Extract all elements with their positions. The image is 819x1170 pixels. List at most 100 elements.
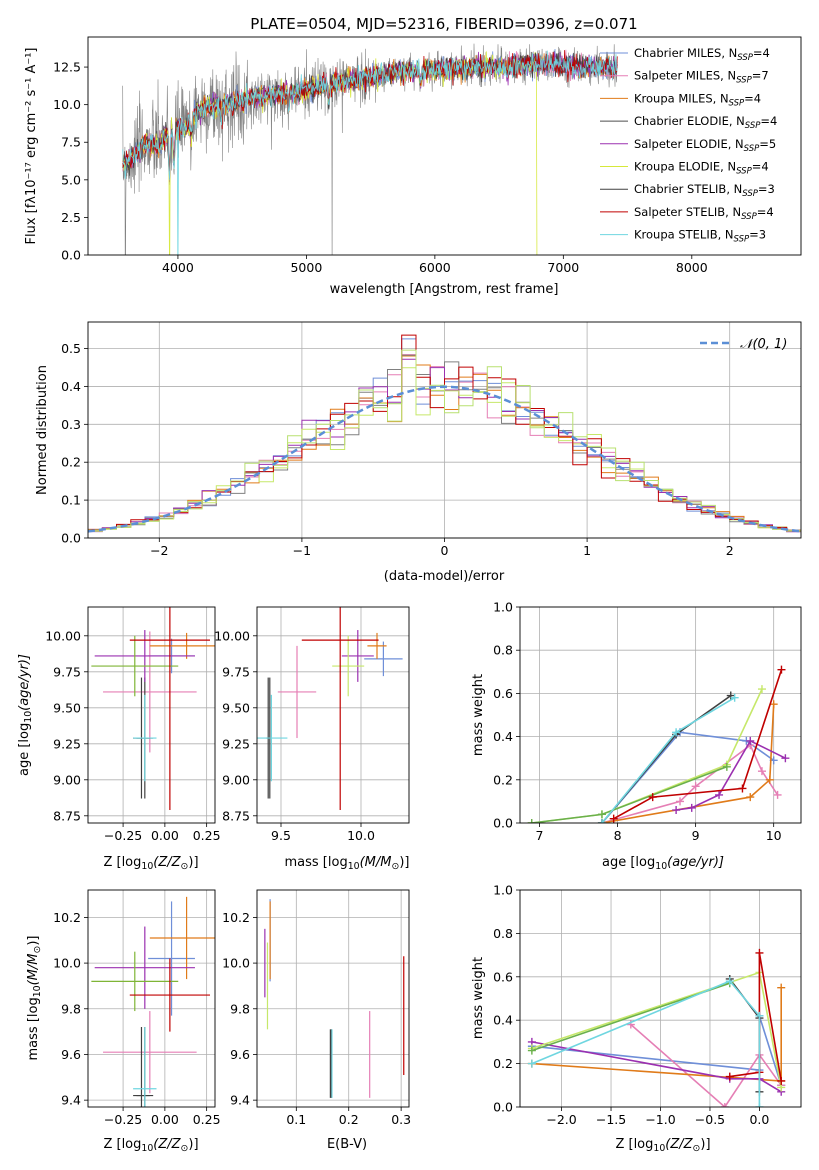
mass-vs-Z-ytick-label: 9.4 <box>61 1093 81 1108</box>
weight-vs-age-marker <box>722 762 731 771</box>
mass-vs-Z-ytick-label: 10.2 <box>53 910 81 925</box>
weight-vs-Z-marker <box>527 1046 536 1055</box>
age-vs-Z-xtick-label: −0.25 <box>104 828 142 843</box>
weight-vs-age-marker <box>648 793 657 802</box>
mass-z-xlabel-part: ⊙ <box>181 1143 189 1154</box>
weight-z-xlabel-part: 10 <box>653 1143 665 1154</box>
residuals-ytick-label: 0.0 <box>61 531 81 546</box>
weight-vs-Z-ytick-label: 0.4 <box>493 1013 513 1028</box>
weight-vs-age-ytick-label: 0.4 <box>493 729 513 744</box>
weight-vs-Z-ytick-label: 0.8 <box>493 926 513 941</box>
spectrum-xlabel: wavelength [Angstrom, rest frame] <box>330 282 559 297</box>
spectrum-legend-label: Kroupa STELIB, N <box>634 228 734 242</box>
age-vs-mass-plot <box>257 607 403 811</box>
spectrum-legend-sub: SSP <box>736 167 752 177</box>
age-vs-Z-xtick-label: 0.00 <box>151 828 179 843</box>
mass-z-ylabel-part: ⊙ <box>32 946 43 954</box>
residuals-xtick-label: 1 <box>583 543 591 558</box>
spectrum-ytick-label: 0.0 <box>61 248 81 263</box>
weight-vs-Z-ytick-label: 1.0 <box>493 883 513 898</box>
age-z-ylabel-part: 10 <box>23 711 34 723</box>
spectrum-legend-entry: Salpeter ELODIE, NSSP=5 <box>634 137 776 154</box>
weight-vs-age-marker <box>672 806 681 815</box>
weight-vs-age-axes: 7 8 9 10 0.0 0.2 0.4 0.6 0.8 1.0 <box>493 600 802 843</box>
residuals-xtick-label: 2 <box>726 543 734 558</box>
residuals-ytick-label: 0.3 <box>61 417 81 432</box>
age-vs-mass-ytick-label: 10.00 <box>214 628 250 643</box>
mass-vs-ebv-axes: 0.1 0.2 0.3 9.4 9.6 9.8 10.0 10.2 <box>222 889 411 1127</box>
weight-vs-age-marker <box>691 782 700 791</box>
residuals-xtick-label: 0 <box>441 543 449 558</box>
weight-age-xlabel-part: (age/yr)] <box>667 855 724 870</box>
spectrum-legend-label: Salpeter ELODIE, N <box>634 137 744 151</box>
age-z-ylabel-part: (age/yr)] <box>17 654 32 711</box>
weight-vs-Z-line <box>531 980 761 1107</box>
weight-vs-age-marker <box>738 784 747 793</box>
age-mass-xlabel-part: (M/M <box>360 855 392 870</box>
age-mass-xlabel-part: )] <box>399 855 409 870</box>
age-z-xlabel-part: Z [log <box>103 855 141 870</box>
mass-vs-Z-plot <box>91 896 215 1107</box>
mass-vs-ebv-ytick-label: 9.8 <box>230 1001 250 1016</box>
mass-vs-ebv-ytick-label: 9.4 <box>230 1093 250 1108</box>
weight-vs-age-xtick-label: 7 <box>536 828 544 843</box>
weight-vs-age-xtick-label: 9 <box>692 828 700 843</box>
mass-vs-ebv-xtick-label: 0.3 <box>391 1112 411 1127</box>
spectrum-legend-suffix: =4 <box>752 160 769 174</box>
age-vs-mass-ytick-label: 9.50 <box>222 700 250 715</box>
spectrum-xtick-label: 7000 <box>547 260 579 275</box>
weight-z-xlabel-part: ⊙ <box>693 1143 701 1154</box>
residuals-xtick-label: −1 <box>293 543 311 558</box>
weight-vs-age-marker <box>765 775 774 784</box>
weight-vs-Z-line <box>531 1041 782 1093</box>
age-vs-mass-frame <box>256 606 410 824</box>
mass-z-ylabel-part: (M/M <box>26 954 41 986</box>
mass-z-xlabel-part: (Z/Z <box>153 1137 181 1152</box>
mass-vs-Z-ytick-label: 9.8 <box>61 1001 81 1016</box>
weight-age-ylabel: mass weight <box>471 674 486 756</box>
weight-vs-Z-line <box>531 987 782 1082</box>
spectrum-legend-label: Salpeter MILES, N <box>634 69 736 83</box>
spectrum-legend-suffix: =3 <box>749 228 766 242</box>
spectrum-model-line <box>122 50 618 255</box>
residuals-ytick-label: 0.5 <box>61 341 81 356</box>
weight-vs-age-line <box>613 669 783 820</box>
spectrum-legend-entry: Chabrier MILES, NSSP=4 <box>634 46 770 63</box>
spectrum-legend-suffix: =4 <box>757 205 774 219</box>
residuals-frame <box>87 321 802 539</box>
spectrum-legend-sub: SSP <box>734 235 750 245</box>
weight-vs-age-plot <box>527 665 790 823</box>
weight-vs-Z-marker <box>755 1103 764 1107</box>
age-vs-mass-ytick-label: 9.25 <box>222 736 250 751</box>
age-z-xlabel-part: 10 <box>141 861 153 872</box>
weight-vs-Z-line <box>531 971 782 1088</box>
weight-vs-Z-xtick-label: −2.0 <box>546 1112 576 1127</box>
age-vs-Z-ytick-label: 10.00 <box>45 628 81 643</box>
weight-vs-age-xtick-label: 8 <box>614 828 622 843</box>
spectrum-legend-sub: SSP <box>741 212 757 222</box>
weight-vs-age-line <box>675 739 786 811</box>
spectrum-title: PLATE=0504, MJD=52316, FIBERID=0396, z=0… <box>250 15 637 33</box>
age-z-xlabel-part: (Z/Z <box>153 855 181 870</box>
weight-vs-age-marker <box>769 700 778 709</box>
weight-age-xlabel: age [log10(age/yr)] <box>602 855 724 872</box>
spectrum-xtick-label: 8000 <box>676 260 708 275</box>
spectrum-legend-entry: Kroupa MILES, NSSP=4 <box>634 91 761 108</box>
spectrum-plot <box>122 43 618 255</box>
weight-vs-age-marker <box>777 665 786 674</box>
mass-vs-ebv-plot <box>264 899 405 1098</box>
residuals-ylabel: Normed distribution <box>35 365 50 495</box>
weight-vs-age-ytick-label: 0.6 <box>493 686 513 701</box>
residuals-plot <box>88 334 801 534</box>
weight-vs-age-ytick-label: 0.8 <box>493 643 513 658</box>
age-vs-mass-axes: 9.5 10.0 8.75 9.00 9.25 9.50 9.75 10.00 <box>214 606 410 843</box>
weight-vs-Z-marker <box>755 1011 764 1020</box>
age-vs-Z-xtick-label: 0.25 <box>193 828 221 843</box>
age-z-ylabel: age [log10(age/yr)] <box>17 654 34 776</box>
spectrum-legend-entry: Kroupa ELODIE, NSSP=4 <box>634 160 769 177</box>
weight-vs-Z-marker <box>725 977 734 986</box>
weight-vs-Z-xtick-label: −1.0 <box>645 1112 675 1127</box>
weight-z-xlabel-part: Z [log <box>615 1137 653 1152</box>
weight-vs-Z-marker <box>725 1072 734 1081</box>
